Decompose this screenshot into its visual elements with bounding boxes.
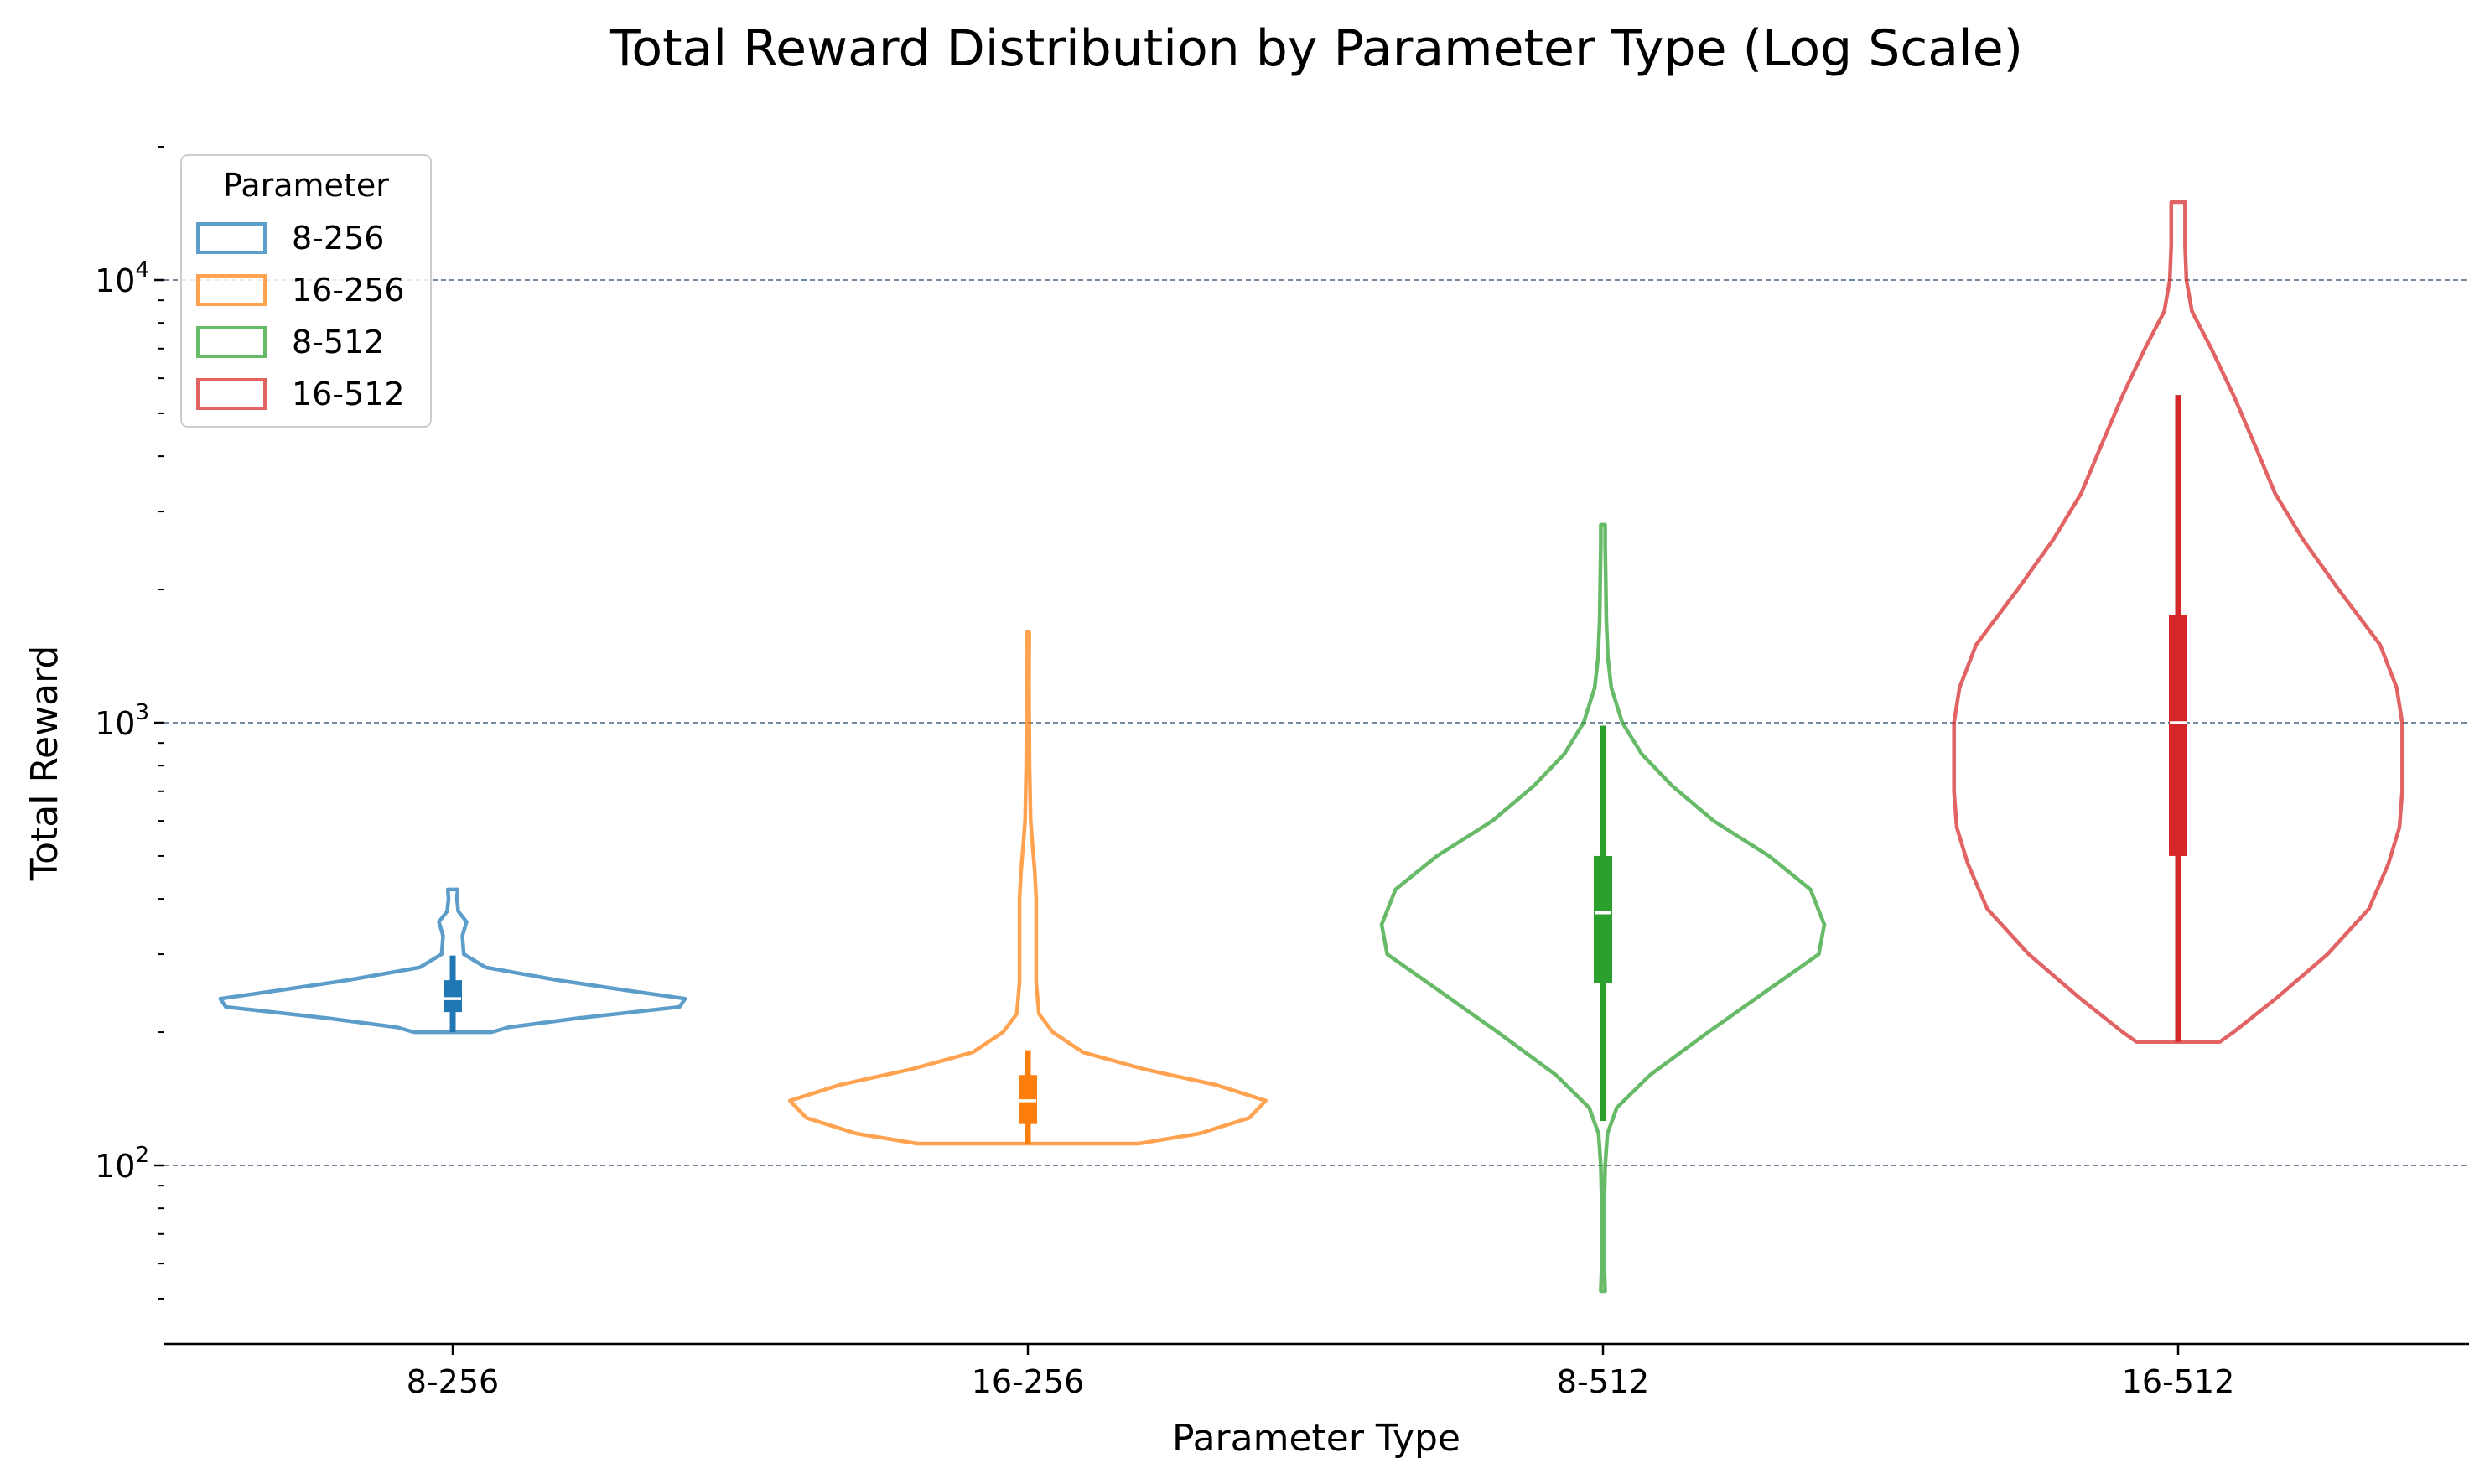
legend-swatch [196, 274, 267, 306]
violin-outline [1952, 200, 2404, 1045]
violin-iqr-box [1594, 855, 1612, 983]
x-tick-label: 8-512 [1557, 1363, 1649, 1400]
legend-label: 8-512 [292, 324, 384, 361]
tick-labels: 102 103 104 8-256 16-256 8-512 16-512 [95, 146, 2235, 1400]
violin-iqr-box [444, 980, 462, 1013]
y-axis-title: Total Reward [23, 646, 66, 882]
legend-swatch [196, 326, 267, 358]
x-axis-title: Parameter Type [1172, 1417, 1460, 1460]
violins [218, 200, 2404, 1294]
legend: Parameter 8-256 16-256 8-512 16-512 [180, 154, 432, 428]
x-tick-label: 16-256 [972, 1363, 1085, 1400]
violin-iqr-box [2169, 615, 2187, 856]
gridlines [164, 279, 2469, 1166]
y-tick-label: 104 [95, 257, 149, 299]
violin-outline [1379, 522, 1827, 1294]
y-tick-label: 102 [95, 1143, 149, 1185]
x-tick-label: 8-256 [407, 1363, 499, 1400]
chart-title: Total Reward Distribution by Parameter T… [609, 19, 2023, 78]
legend-swatch [196, 378, 267, 410]
x-tick-label: 16-512 [2122, 1363, 2235, 1400]
legend-label: 16-256 [292, 272, 405, 309]
legend-label: 16-512 [292, 376, 405, 413]
legend-title: Parameter [223, 167, 389, 204]
violin-outline [787, 630, 1268, 1146]
legend-label: 8-256 [292, 220, 384, 257]
legend-swatch [196, 222, 267, 254]
y-tick-label: 103 [95, 700, 149, 742]
violin-outline [218, 887, 687, 1035]
